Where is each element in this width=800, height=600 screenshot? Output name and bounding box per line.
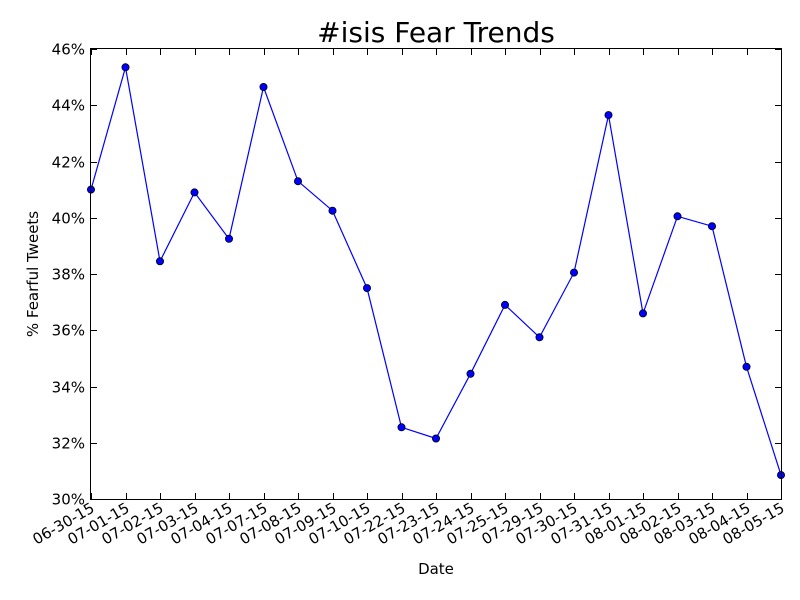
data-point: [604, 111, 613, 120]
data-point: [639, 309, 648, 318]
data-point: [431, 434, 440, 443]
x-axis-ticks: 06-30-1507-01-1507-02-1507-03-1507-04-15…: [30, 49, 788, 549]
plot-frame: [90, 48, 782, 500]
y-tick-label: 32%: [52, 435, 85, 453]
y-tick-label: 42%: [52, 154, 85, 172]
data-point: [259, 83, 268, 92]
x-axis-label: Date: [418, 560, 454, 578]
data-point: [293, 177, 302, 186]
y-tick-label: 34%: [52, 379, 85, 397]
y-tick-label: 30%: [52, 491, 85, 509]
data-point: [466, 369, 475, 378]
y-axis-label: % Fearful Tweets: [24, 211, 42, 337]
data-point: [570, 268, 579, 277]
data-point: [535, 333, 544, 342]
data-point: [190, 188, 199, 197]
data-point: [397, 423, 406, 432]
chart-title: #isis Fear Trends: [317, 16, 555, 49]
data-point: [673, 212, 682, 221]
data-point: [742, 362, 751, 371]
data-point: [121, 63, 130, 72]
series-line: [90, 67, 782, 476]
plot-series: [87, 63, 786, 480]
data-point: [500, 300, 509, 309]
data-point: [708, 222, 717, 231]
y-tick-label: 44%: [52, 97, 85, 115]
y-tick-label: 36%: [52, 322, 85, 340]
data-point: [224, 234, 233, 243]
data-point: [328, 206, 337, 215]
data-point: [362, 284, 371, 293]
y-tick-label: 38%: [52, 266, 85, 284]
y-tick-label: 46%: [52, 41, 85, 59]
data-point: [155, 257, 164, 266]
y-tick-label: 40%: [52, 210, 85, 228]
y-axis-ticks: 30% 32% 34% 36% 38% 40% 42% 44% 46%: [52, 41, 781, 509]
